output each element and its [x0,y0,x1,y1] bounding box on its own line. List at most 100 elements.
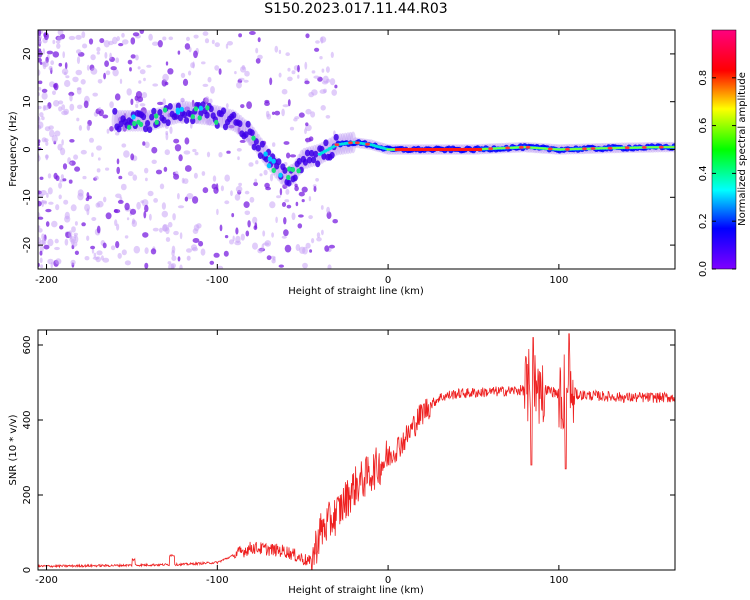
y-tick-label: 200 [22,485,33,504]
spectral-noise-blob [182,78,189,86]
spectral-noise-blob [44,138,49,142]
spectral-noise-blob [83,100,89,109]
spectral-noise-blob [173,230,179,236]
spectral-noise-blob [328,244,335,249]
spectral-noise-blob [308,136,314,142]
ridge-speck [290,167,296,173]
spectral-noise-blob [115,57,120,63]
spectral-noise-blob [130,153,135,161]
spectral-noise-blob [219,224,223,232]
spectral-noise-blob [38,48,42,52]
spectral-noise-blob [129,67,132,72]
spectral-noise-blob [188,70,192,76]
spectral-noise-blob [144,141,150,149]
spectral-noise-blob [115,131,120,136]
spectral-noise-blob [61,68,69,75]
spectral-noise-blob [257,37,261,43]
spectral-noise-blob [38,30,42,37]
spectral-noise-blob [64,62,68,70]
spectral-noise-blob [155,169,163,175]
spectral-noise-blob [96,250,103,256]
spectral-noise-blob [62,178,67,182]
ridge-high-amplitude [663,146,667,149]
spectral-noise-blob [39,245,44,253]
ridge-core [181,111,188,119]
spectral-noise-blob [231,213,235,218]
spectral-noise-blob [285,52,291,57]
spectral-noise-blob [192,238,200,243]
spectral-noise-blob [102,242,107,249]
spectral-noise-blob [244,70,250,77]
spectral-noise-blob [179,232,183,240]
spectral-noise-blob [68,91,75,97]
spectral-noise-blob [210,86,215,94]
spectral-noise-blob [105,70,111,76]
ridge-high-amplitude [545,147,549,150]
spectral-noise-blob [325,115,331,119]
spectral-noise-blob [193,34,199,39]
spectral-noise-blob [124,202,130,211]
ridge-high-amplitude [616,146,621,149]
spectral-noise-blob [38,37,41,44]
spectral-noise-blob [172,213,176,221]
ridge-speck [263,151,268,157]
spectral-noise-blob [332,219,339,224]
spectral-noise-blob [127,171,134,177]
spectral-noise-blob [191,99,195,108]
spectral-noise-blob [70,204,77,212]
y-tick-label: 600 [22,335,33,354]
ridge-core [323,139,329,147]
spectral-noise-blob [84,256,90,261]
spectral-noise-blob [196,223,202,229]
spectral-noise-blob [62,163,68,170]
spectral-noise-blob [254,222,258,229]
spectral-noise-blob [243,201,250,209]
spectral-noise-blob [255,47,259,54]
spectral-noise-blob [224,200,230,205]
spectral-noise-blob [264,101,270,106]
ridge-high-amplitude [670,146,675,149]
spectral-noise-blob [289,154,297,158]
spectral-noise-blob [143,211,147,219]
spectral-noise-blob [282,184,288,190]
spectral-noise-blob [45,141,49,146]
spectral-noise-blob [55,204,60,211]
spectral-noise-blob [240,104,245,109]
spectral-noise-blob [215,183,219,191]
spectral-noise-blob [157,101,164,106]
spectral-noise-blob [96,168,101,173]
spectral-noise-blob [278,72,282,78]
spectral-noise-blob [80,149,87,155]
ridge-core [329,151,335,159]
ridge-peak-dot [525,145,531,149]
spectral-noise-blob [53,172,58,180]
spectral-noise-blob [91,247,95,254]
spectral-noise-blob [214,65,220,71]
spectral-noise-blob [77,104,83,110]
ridge-core [208,105,214,113]
ridge-core [151,107,157,115]
ridge-high-amplitude [570,148,575,151]
spectral-noise-blob [178,154,183,162]
spectral-noise-blob [320,36,324,44]
spectral-noise-blob [45,221,50,227]
spectral-noise-blob [47,173,52,179]
ridge-core [243,131,249,139]
spectral-noise-blob [135,91,143,99]
spectral-noise-blob [114,93,121,101]
spectral-noise-blob [39,176,44,180]
ridge-core [251,143,257,151]
spectral-noise-blob [124,235,129,239]
spectral-noise-blob [165,132,169,141]
spectral-noise-blob [263,169,268,176]
spectral-noise-blob [135,54,139,61]
spectral-noise-blob [165,61,169,66]
spectral-noise-blob [238,182,243,187]
spectral-noise-blob [334,84,338,89]
spectral-noise-blob [40,190,47,196]
spectral-noise-blob [239,139,246,143]
spectral-noise-blob [259,173,263,177]
spectral-noise-blob [283,229,289,237]
spectral-noise-blob [246,101,253,109]
spectral-noise-blob [114,219,118,227]
